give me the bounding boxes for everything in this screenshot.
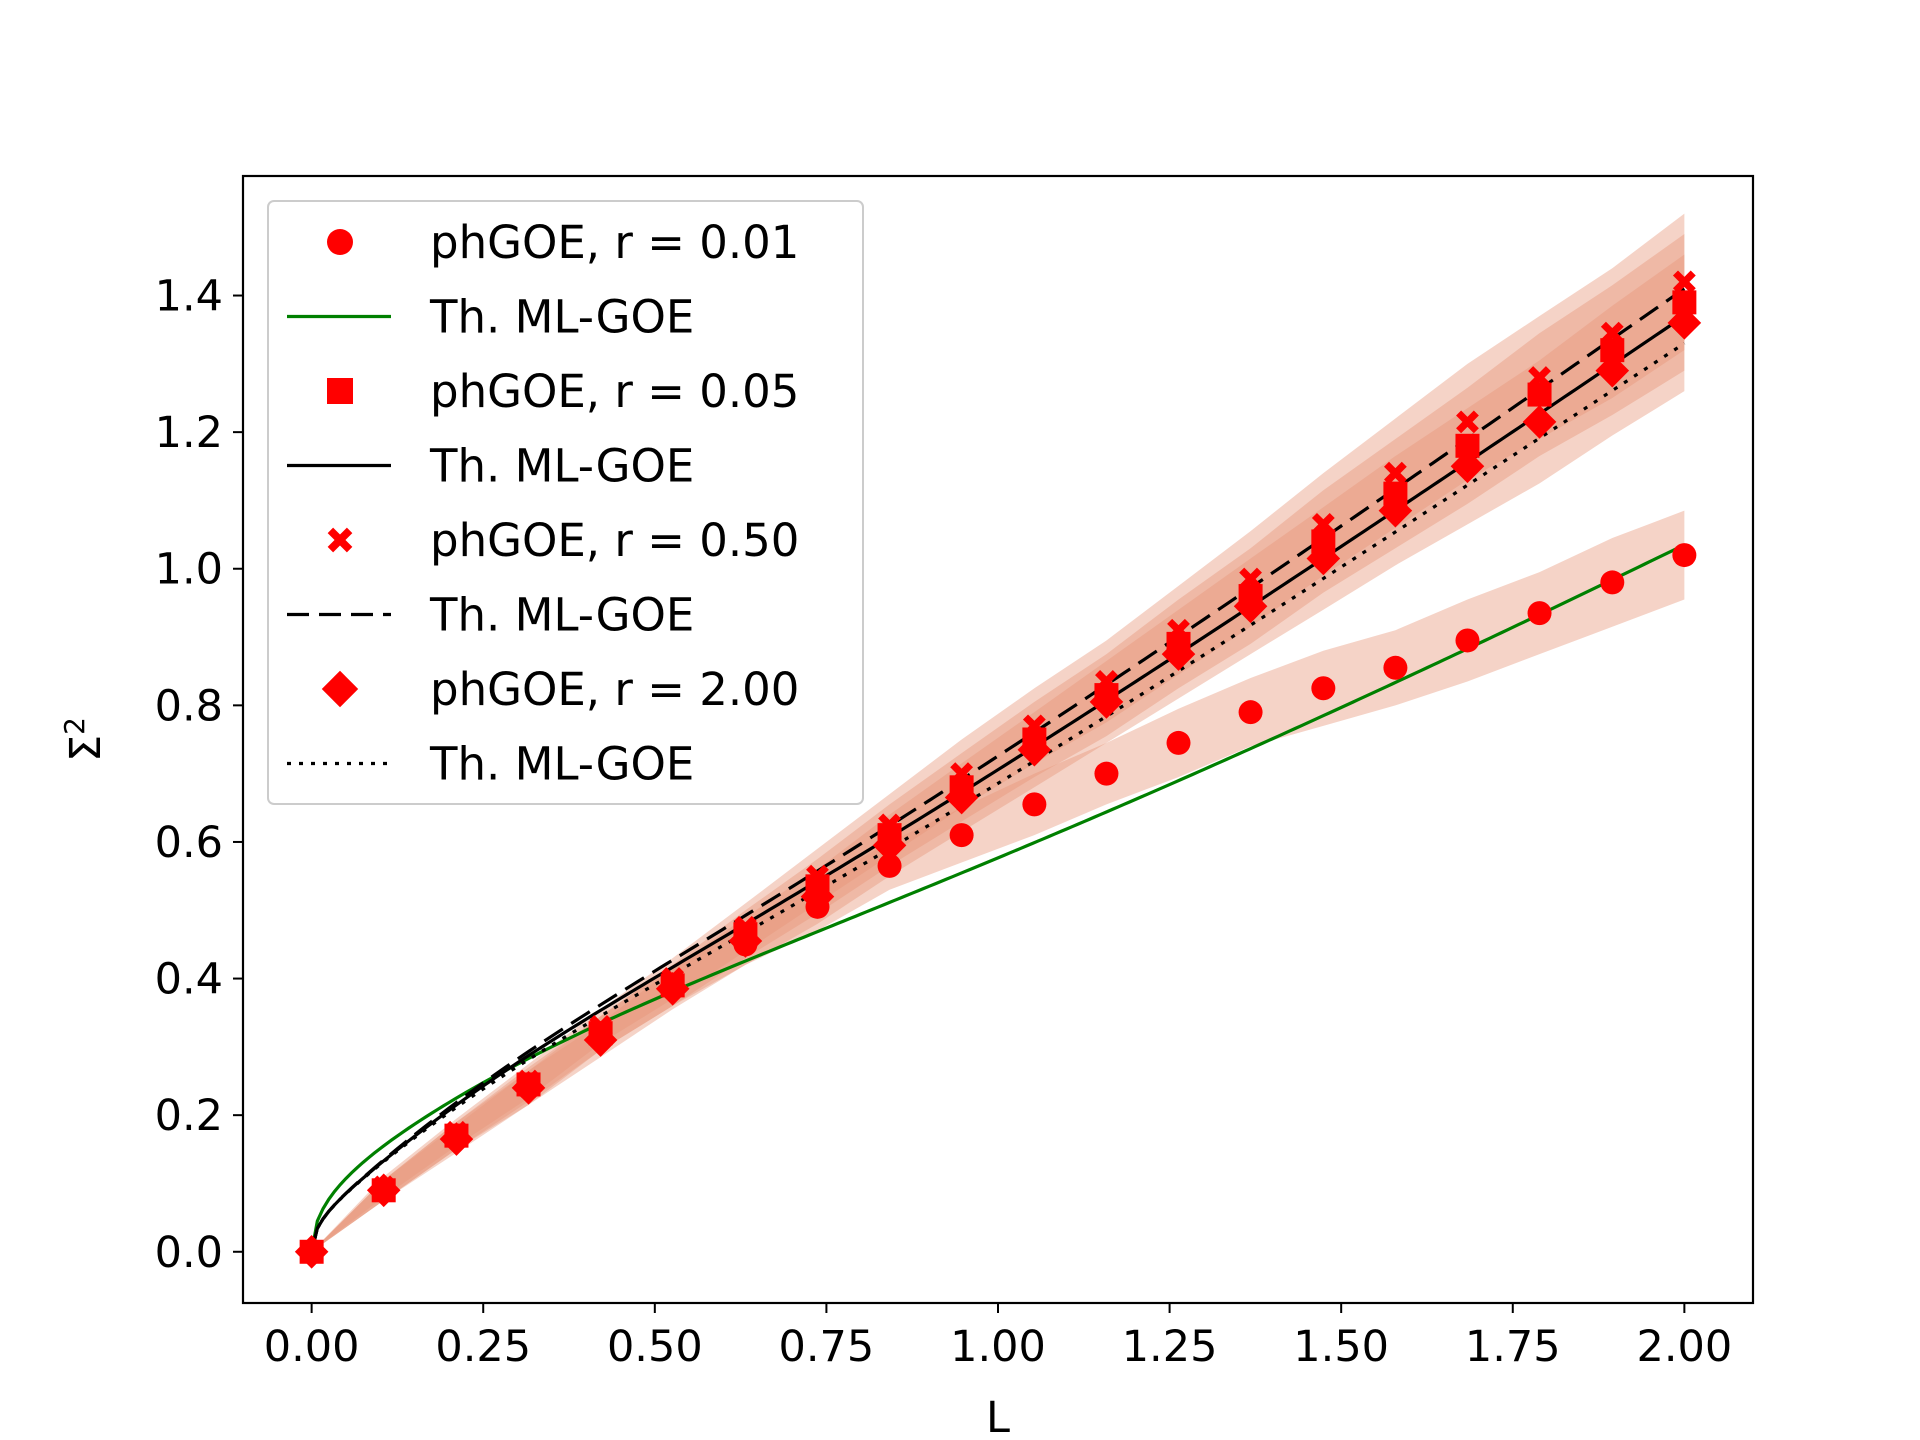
data-point — [806, 864, 829, 888]
data-point — [1384, 461, 1407, 485]
y-axis-label-base: Σ — [61, 735, 111, 762]
x-axis-ticks: 0.00 0.25 0.50 0.75 1.00 1.25 1.50 1.75 2.00 — [264, 1303, 1732, 1372]
x-tick-label: 1.25 — [1122, 1322, 1218, 1372]
data-point — [1383, 655, 1408, 680]
x-tick-label: 0.50 — [607, 1322, 703, 1372]
legend: phGOE, r = 0.01 Th. ML-GOE phGOE, r = 0.05… — [267, 200, 864, 805]
data-point — [1672, 543, 1697, 568]
y-tick-label: 0.8 — [155, 681, 223, 731]
y-tick-label: 0.2 — [155, 1091, 223, 1141]
data-point — [728, 924, 763, 958]
data-point — [1528, 366, 1551, 389]
data-point — [511, 1071, 546, 1105]
data-point — [1238, 700, 1263, 725]
x-tick-label: 0.00 — [264, 1322, 360, 1372]
data-point — [1378, 493, 1413, 528]
plot-frame — [241, 174, 1755, 1305]
data-point — [949, 823, 974, 848]
data-point — [1167, 618, 1190, 642]
y-tick-label: 1.0 — [155, 545, 223, 595]
legend-label: Th. ML-GOE — [429, 291, 694, 344]
legend-label: Th. ML-GOE — [429, 589, 694, 642]
data-point — [1600, 321, 1624, 345]
legend-label: phGOE, r = 0.05 — [430, 365, 799, 418]
data-point — [366, 1173, 401, 1208]
data-point — [944, 780, 979, 815]
data-point — [1456, 410, 1479, 434]
data-point — [1600, 570, 1625, 595]
y-tick-label: 0.0 — [155, 1228, 223, 1278]
x-tick-label: 0.25 — [435, 1322, 531, 1372]
confidence-band — [311, 234, 1685, 1252]
data-point — [1595, 353, 1630, 388]
data-point — [1311, 512, 1335, 536]
data-markers — [294, 270, 1702, 1269]
x-tick-label: 1.50 — [1293, 1322, 1389, 1372]
data-point — [1161, 637, 1196, 671]
confidence-bands — [311, 213, 1685, 1252]
data-point — [1239, 567, 1262, 591]
data-point — [1017, 732, 1052, 767]
data-point — [439, 1122, 474, 1156]
x-tick-label: 2.00 — [1636, 1322, 1732, 1372]
data-point — [1095, 670, 1118, 693]
y-tick-label: 1.4 — [155, 272, 223, 322]
legend-marker — [327, 229, 353, 255]
y-axis-ticks: 0.0 0.2 0.4 0.6 0.8 1.0 1.2 1.4 — [155, 272, 243, 1278]
x-tick-label: 0.75 — [779, 1322, 875, 1372]
data-point — [1166, 730, 1191, 755]
data-point — [655, 972, 690, 1006]
legend-box — [267, 200, 864, 805]
data-point — [1527, 601, 1552, 626]
data-point — [872, 828, 907, 863]
y-tick-label: 0.4 — [155, 955, 223, 1005]
data-point — [1667, 306, 1702, 340]
data-point — [583, 1023, 618, 1057]
theory-curve — [310, 543, 1686, 1253]
data-point — [1022, 714, 1046, 738]
y-tick-label: 0.6 — [155, 818, 223, 868]
confidence-band — [311, 254, 1685, 1252]
data-point — [878, 813, 901, 837]
confidence-band — [311, 213, 1685, 1252]
x-tick-label: 1.00 — [950, 1322, 1046, 1372]
y-axis-label-superscript: 2 — [58, 717, 91, 735]
legend-label: Th. ML-GOE — [429, 738, 694, 791]
legend-label: phGOE, r = 2.00 — [430, 663, 799, 716]
legend-marker — [321, 670, 359, 708]
y-axis-label: Σ2 — [58, 717, 111, 762]
data-point — [1094, 761, 1119, 786]
data-point — [1455, 628, 1480, 653]
theory-curve — [310, 342, 1686, 1253]
data-point — [800, 879, 835, 914]
legend-label: phGOE, r = 0.01 — [430, 216, 799, 269]
x-tick-label: 1.75 — [1465, 1322, 1561, 1372]
data-point — [1089, 685, 1124, 719]
confidence-band — [311, 510, 1685, 1252]
data-point — [1311, 676, 1336, 701]
x-axis-label: L — [986, 1393, 1010, 1440]
y-tick-label: 1.2 — [155, 408, 223, 458]
data-point — [1522, 405, 1557, 439]
data-point — [877, 853, 902, 878]
data-point — [294, 1234, 329, 1269]
data-point — [1450, 449, 1485, 484]
legend-label: Th. ML-GOE — [429, 440, 694, 493]
legend-marker — [327, 527, 353, 553]
data-point — [1233, 589, 1268, 624]
data-point — [1022, 792, 1047, 817]
data-point — [950, 762, 974, 786]
data-point — [1672, 270, 1696, 294]
data-point — [1306, 541, 1341, 576]
legend-label: phGOE, r = 0.50 — [430, 514, 799, 567]
legend-marker — [327, 378, 353, 404]
